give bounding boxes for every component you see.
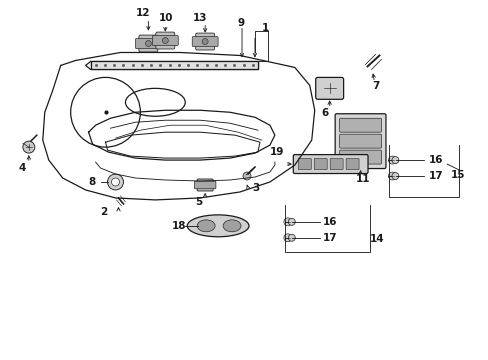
Circle shape [288,234,295,241]
Circle shape [283,218,291,226]
FancyBboxPatch shape [195,33,214,50]
Text: 16: 16 [428,155,443,165]
FancyBboxPatch shape [197,179,213,191]
Circle shape [162,37,168,44]
FancyBboxPatch shape [139,35,158,52]
FancyBboxPatch shape [339,118,381,132]
Circle shape [391,172,398,180]
FancyBboxPatch shape [334,114,385,168]
Bar [90,62,258,69]
Text: 9: 9 [237,18,244,28]
Text: 17: 17 [428,171,443,181]
Text: 7: 7 [372,81,379,91]
FancyBboxPatch shape [346,159,358,170]
Circle shape [391,157,398,163]
Text: 13: 13 [193,13,207,23]
Circle shape [111,178,119,186]
Text: 17: 17 [322,233,337,243]
Text: 4: 4 [19,163,26,173]
Circle shape [145,41,151,46]
FancyBboxPatch shape [156,32,174,49]
Bar [90,62,258,69]
Circle shape [107,174,123,190]
FancyBboxPatch shape [194,181,216,189]
Circle shape [202,39,208,45]
Text: 6: 6 [321,108,328,118]
FancyBboxPatch shape [293,154,367,174]
Text: 15: 15 [450,170,465,180]
Text: 16: 16 [322,217,337,227]
FancyBboxPatch shape [329,159,343,170]
Text: 19: 19 [269,147,284,157]
Ellipse shape [197,220,215,232]
Text: 12: 12 [135,8,150,18]
Text: 3: 3 [251,183,259,193]
Circle shape [283,234,291,242]
FancyBboxPatch shape [339,150,381,164]
Text: 10: 10 [158,13,172,23]
Text: 11: 11 [355,174,369,184]
Ellipse shape [223,220,241,232]
Text: 18: 18 [172,221,186,231]
Circle shape [387,172,396,180]
Text: 14: 14 [369,234,384,244]
Text: 8: 8 [88,177,96,187]
Text: 2: 2 [101,207,107,217]
FancyBboxPatch shape [135,39,161,49]
FancyBboxPatch shape [152,36,178,45]
Bar [90,62,258,69]
Ellipse shape [187,215,248,237]
Text: 5: 5 [195,197,202,207]
FancyBboxPatch shape [339,134,381,148]
Circle shape [243,172,250,180]
FancyBboxPatch shape [298,159,310,170]
Text: 1: 1 [262,23,268,33]
FancyBboxPatch shape [192,37,218,46]
FancyBboxPatch shape [315,77,343,99]
Circle shape [288,219,295,225]
Circle shape [387,156,396,164]
FancyBboxPatch shape [314,159,326,170]
Circle shape [23,141,35,153]
